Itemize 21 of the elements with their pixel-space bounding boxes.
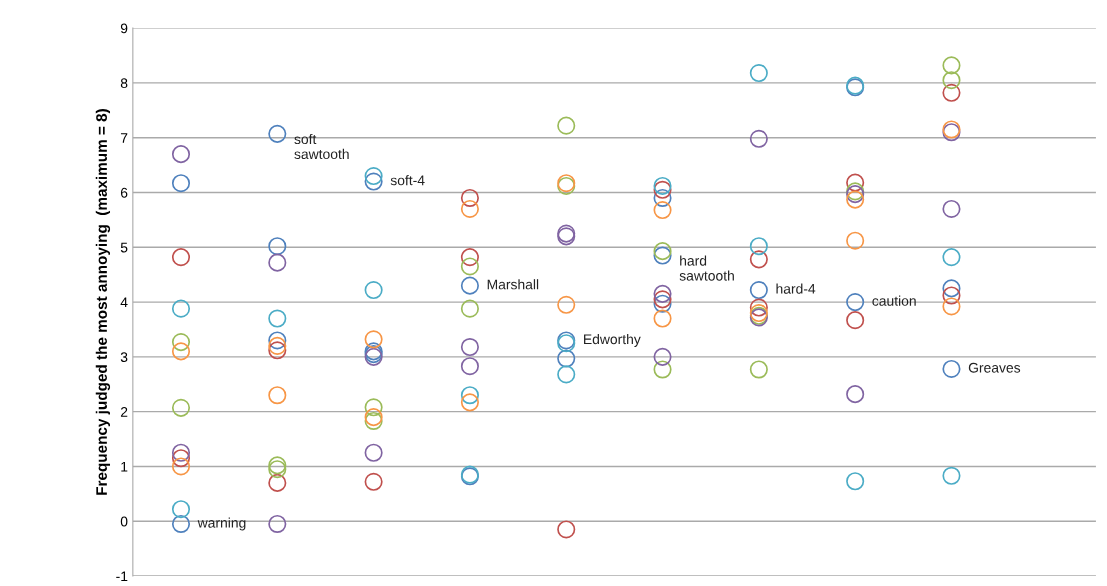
data-label: Marshall bbox=[487, 279, 539, 290]
y-tick-label: 2 bbox=[120, 407, 128, 417]
y-tick-label: 3 bbox=[120, 352, 128, 363]
data-label: soft-4 bbox=[390, 175, 425, 186]
data-label: Edworthy bbox=[584, 333, 641, 347]
y-tick-label: 5 bbox=[120, 242, 128, 253]
y-tick-label: 4 bbox=[120, 297, 128, 308]
data-label: warning bbox=[197, 517, 246, 531]
y-tick-label: 8 bbox=[120, 78, 128, 89]
y-tick-label: 1 bbox=[121, 461, 128, 472]
data-label: Greaves bbox=[968, 362, 1021, 373]
data-label: soft sawtooth bbox=[294, 133, 349, 160]
y-tick-label: 6 bbox=[120, 187, 128, 198]
data-label: hard-4 bbox=[776, 283, 816, 294]
y-axis-title: Frequency judged the most annoying (maximum = 8) bbox=[95, 109, 111, 495]
y-tick-label: 0 bbox=[120, 516, 128, 527]
y-tick-label: 7 bbox=[120, 133, 128, 143]
data-label: hard sawtooth bbox=[679, 255, 734, 281]
y-tick-label: -1 bbox=[116, 571, 128, 582]
data-label: caution bbox=[872, 295, 916, 306]
y-tick-label: 9 bbox=[120, 23, 128, 34]
